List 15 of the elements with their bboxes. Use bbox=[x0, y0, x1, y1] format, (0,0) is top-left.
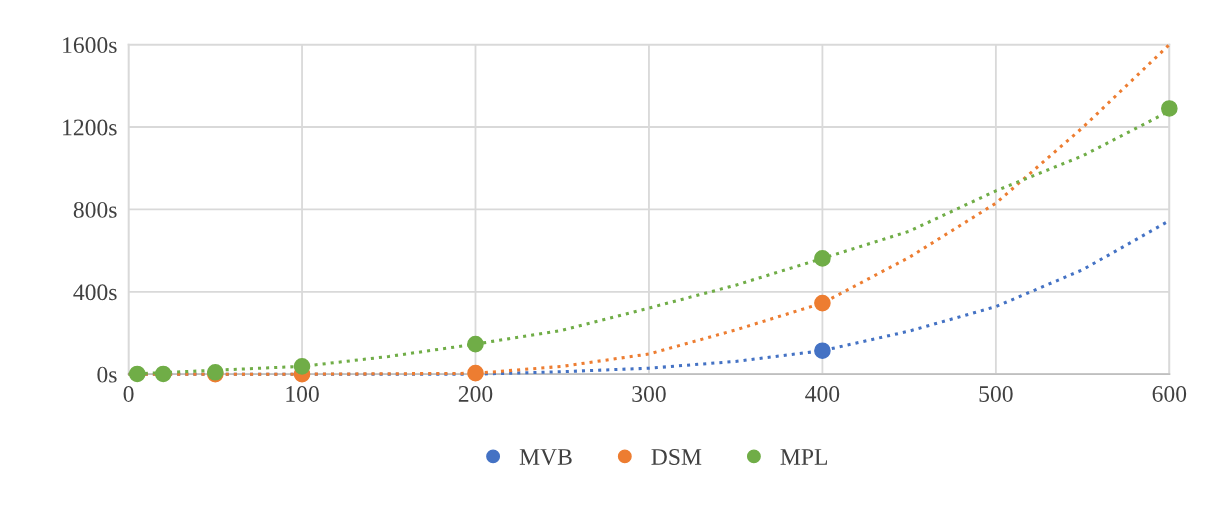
y-tick-label: 0s bbox=[97, 366, 117, 383]
x-tick-label: 600 bbox=[1152, 385, 1187, 402]
y-tick-label: 400s bbox=[73, 284, 117, 301]
y-tick-label: 800s bbox=[73, 201, 117, 218]
x-tick-label: 0 bbox=[123, 385, 134, 402]
x-tick-label: 300 bbox=[632, 385, 666, 402]
legend-label: MVB bbox=[519, 449, 572, 466]
y-tick-label: 1200s bbox=[63, 119, 117, 136]
x-tick-label: 400 bbox=[805, 385, 840, 402]
legend-label: DSM bbox=[651, 449, 702, 465]
legend-label: MPL bbox=[780, 449, 828, 465]
y-tick-label: 1600s bbox=[63, 37, 117, 54]
x-tick-label: 500 bbox=[979, 385, 1013, 402]
x-tick-label: 100 bbox=[286, 385, 319, 402]
x-tick-label: 200 bbox=[458, 385, 493, 402]
